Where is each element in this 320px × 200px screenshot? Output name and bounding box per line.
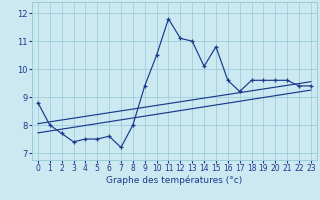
- X-axis label: Graphe des températures (°c): Graphe des températures (°c): [106, 176, 243, 185]
